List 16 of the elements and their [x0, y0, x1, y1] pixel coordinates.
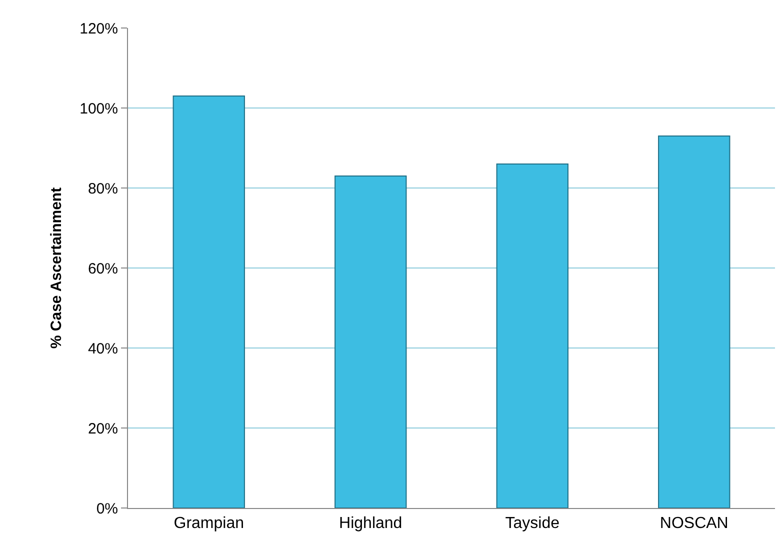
bar [496, 164, 568, 508]
y-axis-title: % Case Ascertainment [48, 187, 65, 349]
x-tick-label: Grampian [174, 515, 244, 532]
y-tick-label: 60% [88, 260, 118, 278]
x-tick-label: Tayside [505, 515, 560, 532]
bar [658, 136, 730, 508]
bar [334, 176, 407, 508]
x-tick-label: Highland [339, 515, 402, 532]
y-tick-label: 80% [88, 180, 118, 198]
x-tick-label: NOSCAN [660, 515, 728, 532]
y-tick-label: 20% [88, 420, 118, 438]
y-tick-label: 0% [96, 500, 118, 518]
y-tick-label: 120% [80, 20, 118, 38]
bar [172, 96, 245, 508]
y-tick-label: 40% [88, 340, 118, 358]
y-tick-label: 100% [80, 100, 118, 118]
